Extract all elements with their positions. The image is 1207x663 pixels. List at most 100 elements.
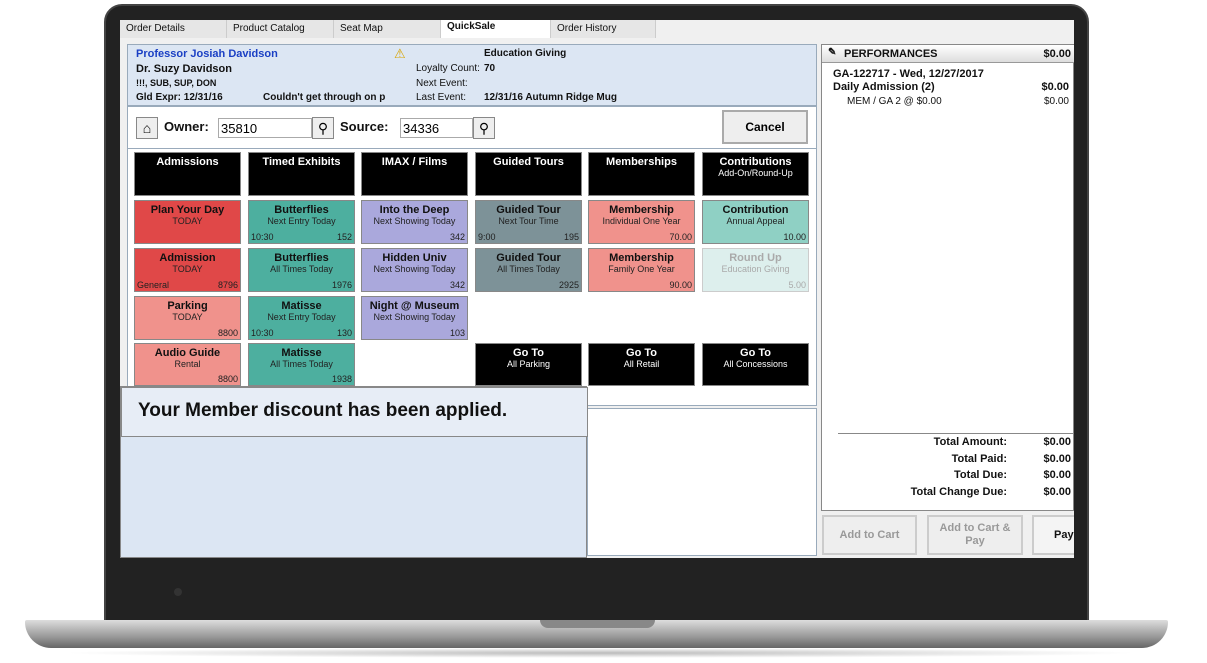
membership-expiry: Gld Expr: 12/31/16 xyxy=(136,92,223,103)
total-label: Total Amount: xyxy=(933,436,1007,448)
tab-order-details[interactable]: Order Details xyxy=(120,20,227,38)
cart-item[interactable]: Daily Admission (2) xyxy=(833,81,935,93)
tile-count: 5.00 xyxy=(788,280,806,290)
tile-left-info: General xyxy=(137,280,170,290)
tile-title: Round Up xyxy=(729,252,782,264)
tile-subtitle: Rental xyxy=(174,359,201,369)
tile-count: 103 xyxy=(449,328,465,338)
totals-divider xyxy=(838,433,1074,434)
owner-label: Owner: xyxy=(164,119,209,134)
tile-guided-tour[interactable]: Guided Tour Next Tour Time 9:00 195 xyxy=(475,200,582,244)
tile-go-to[interactable]: Go To All Parking xyxy=(475,343,582,386)
tile-butterflies[interactable]: Butterflies All Times Today 1976 xyxy=(248,248,355,292)
cancel-button[interactable]: Cancel xyxy=(722,110,808,144)
tile-imax-films[interactable]: IMAX / Films xyxy=(361,152,468,196)
tile-title: Night @ Museum xyxy=(369,300,460,312)
tile-title: Into the Deep xyxy=(379,204,450,216)
quicksale-grid: Admissions Timed Exhibits IMAX / Films Guid… xyxy=(127,148,817,406)
tile-title: Go To xyxy=(513,347,544,359)
tile-title: Admission xyxy=(159,252,216,264)
tile-title: Matisse xyxy=(281,347,322,359)
tile-plan-your-day[interactable]: Plan Your Day TODAY xyxy=(134,200,241,244)
tab-seat-map[interactable]: Seat Map xyxy=(334,20,441,38)
tile-title: Go To xyxy=(626,347,657,359)
warning-icon[interactable]: ⚠ xyxy=(394,46,406,61)
home-icon[interactable]: ⌂ xyxy=(136,117,158,139)
source-search-icon[interactable]: ⚲ xyxy=(473,117,495,139)
ticket-icon: ✎ xyxy=(828,47,837,58)
tile-go-to[interactable]: Go To All Concessions xyxy=(702,343,809,386)
tile-subtitle: TODAY xyxy=(172,216,203,226)
tile-matisse[interactable]: Matisse Next Entry Today 10:30 130 xyxy=(248,296,355,340)
lower-panel xyxy=(587,408,817,556)
total-value: $0.00 xyxy=(1043,469,1071,481)
tile-admission[interactable]: Admission TODAY General 8796 xyxy=(134,248,241,292)
tile-count: 8800 xyxy=(217,328,238,338)
tab-quicksale[interactable]: QuickSale xyxy=(441,20,551,38)
total-value: $0.00 xyxy=(1043,436,1071,448)
tile-title: Guided Tours xyxy=(493,156,564,168)
tile-membership[interactable]: Membership Family One Year 90.00 xyxy=(588,248,695,292)
tile-round-up[interactable]: Round Up Education Giving 5.00 xyxy=(702,248,809,292)
laptop-notch xyxy=(540,620,655,628)
tile-go-to[interactable]: Go To All Retail xyxy=(588,343,695,386)
tile-count: 195 xyxy=(563,232,579,242)
owner-search-icon[interactable]: ⚲ xyxy=(312,117,334,139)
tab-order-history[interactable]: Order History xyxy=(551,20,656,38)
tile-subtitle: TODAY xyxy=(172,312,203,322)
tile-title: Matisse xyxy=(281,300,322,312)
patron-codes: !!!, SUB, SUP, DON xyxy=(136,78,217,88)
tile-membership[interactable]: Membership Individual One Year 70.00 xyxy=(588,200,695,244)
patron-name[interactable]: Professor Josiah Davidson xyxy=(136,48,278,60)
source-input[interactable] xyxy=(400,118,473,138)
tile-subtitle: All Times Today xyxy=(270,359,333,369)
tab-product-catalog[interactable]: Product Catalog xyxy=(227,20,334,38)
tile-into-the-deep[interactable]: Into the Deep Next Showing Today 342 xyxy=(361,200,468,244)
tile-audio-guide[interactable]: Audio Guide Rental 8800 xyxy=(134,343,241,386)
tile-count: 342 xyxy=(449,280,465,290)
owner-input[interactable] xyxy=(218,118,312,138)
tile-butterflies[interactable]: Butterflies Next Entry Today 10:30 152 xyxy=(248,200,355,244)
cart-section-total: $0.00 xyxy=(1043,48,1071,60)
cart-event: GA-122717 - Wed, 12/27/2017 xyxy=(833,68,984,80)
tile-admissions[interactable]: Admissions xyxy=(134,152,241,196)
discount-message: Your Member discount has been applied. xyxy=(121,387,588,437)
total-label: Total Change Due: xyxy=(910,485,1007,498)
tile-timed-exhibits[interactable]: Timed Exhibits xyxy=(248,152,355,196)
tile-guided-tour[interactable]: Guided Tour All Times Today 2925 xyxy=(475,248,582,292)
pos-screen: Order Details Product Catalog Seat Map Q… xyxy=(120,20,1074,558)
tile-parking[interactable]: Parking TODAY 8800 xyxy=(134,296,241,340)
tile-title: Plan Your Day xyxy=(150,204,225,216)
tile-subtitle: All Times Today xyxy=(497,264,560,274)
message-panel: Your Member discount has been applied. xyxy=(120,386,588,558)
tile-subtitle: TODAY xyxy=(172,264,203,274)
tile-night-museum[interactable]: Night @ Museum Next Showing Today 103 xyxy=(361,296,468,340)
tile-title: Membership xyxy=(609,252,674,264)
tile-title: Audio Guide xyxy=(154,347,221,359)
total-label: Total Due: xyxy=(954,469,1007,481)
tile-title: Admissions xyxy=(156,156,219,168)
tile-subtitle: Next Entry Today xyxy=(267,312,336,322)
tile-contributions[interactable]: Contributions Add-On/Round-Up xyxy=(702,152,809,196)
tile-count: 1976 xyxy=(331,280,352,290)
tile-guided-tours[interactable]: Guided Tours xyxy=(475,152,582,196)
pay-button[interactable]: Pay xyxy=(1032,515,1074,555)
total-value: $0.00 xyxy=(1043,452,1071,465)
last-event-label: Last Event: xyxy=(416,92,467,103)
tile-count: 8800 xyxy=(217,374,238,384)
tile-memberships[interactable]: Memberships xyxy=(588,152,695,196)
tile-count: 152 xyxy=(336,232,352,242)
loyalty-value: 70 xyxy=(484,63,496,74)
add-to-cart-and-pay-button[interactable]: Add to Cart & Pay xyxy=(927,515,1023,555)
camera xyxy=(174,588,182,596)
tile-title: Hidden Univ xyxy=(382,252,447,264)
tile-title: Guided Tour xyxy=(496,204,561,216)
tile-subtitle: Next Tour Time xyxy=(498,216,559,226)
cart-item-total: $0.00 xyxy=(1041,81,1069,93)
tile-matisse[interactable]: Matisse All Times Today 1938 xyxy=(248,343,355,386)
tile-count: 130 xyxy=(336,328,352,338)
tile-contribution[interactable]: Contribution Annual Appeal 10.00 xyxy=(702,200,809,244)
tile-hidden-univ[interactable]: Hidden Univ Next Showing Today 342 xyxy=(361,248,468,292)
fund-name: Education Giving xyxy=(484,48,567,59)
add-to-cart-button[interactable]: Add to Cart xyxy=(822,515,917,555)
